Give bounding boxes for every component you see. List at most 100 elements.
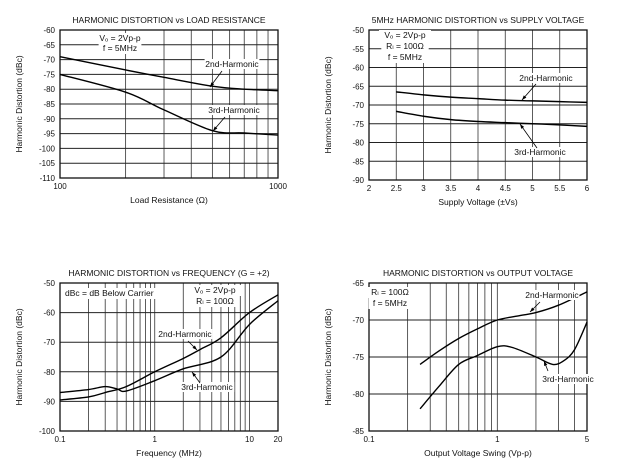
series-label: 2nd-Harmonic: [525, 290, 579, 300]
plot-frame: [368, 282, 588, 432]
note-background: [381, 41, 429, 52]
series-label: 3rd-Harmonic: [514, 147, 566, 157]
y-tick-label: -50: [43, 279, 55, 288]
arrow-head-icon: [213, 126, 218, 131]
x-axis-label: Supply Voltage (±Vs): [438, 197, 517, 207]
arrow-head-icon: [192, 345, 197, 350]
series-label: 3rd-Harmonic: [542, 374, 594, 384]
plot-frame: [59, 29, 279, 179]
note-background: [379, 30, 431, 41]
y-axis-label: Harmonic Distortion (dBc): [323, 56, 333, 153]
arrow-head-icon: [520, 124, 525, 129]
label-background: [157, 329, 213, 339]
y-tick-label: -60: [352, 64, 364, 73]
note-background: [94, 33, 146, 44]
chart-3: -50 -60 -70 -80 -90 -1000.1 1 10 20 HARMONIC DIST…: [14, 268, 283, 458]
y-tick-label: -65: [352, 279, 364, 288]
chart-title: 5MHz HARMONIC DISTORTION vs SUPPLY VOLTA…: [372, 15, 585, 25]
y-tick-label: -100: [39, 427, 56, 436]
chart-title: HARMONIC DISTORTION vs FREQUENCY (G = +2…: [68, 268, 269, 278]
y-tick-label: -85: [352, 427, 364, 436]
plot-frame: [59, 282, 279, 432]
x-axis-label: Load Resistance (Ω): [130, 195, 208, 205]
y-tick-label: -60: [43, 309, 55, 318]
y-tick-label: -75: [352, 120, 364, 129]
condition-note: Rₗ = 100Ω: [196, 296, 234, 306]
y-tick-label: -80: [352, 139, 364, 148]
arrow-line: [519, 123, 538, 149]
y-tick-label: -110: [40, 174, 56, 183]
y-tick-label: -60: [43, 26, 55, 35]
x-tick-label: 0.1: [54, 435, 66, 444]
x-tick-label: 1: [495, 435, 500, 444]
series-line-2nd-harmonic: [59, 55, 279, 92]
y-tick-label: -75: [352, 353, 364, 362]
x-tick-label: 1000: [269, 182, 287, 191]
series-label: 2nd-Harmonic: [205, 59, 259, 69]
y-tick-label: -65: [43, 41, 55, 50]
condition-note: Vₒ = 2Vp-p: [99, 33, 141, 43]
arrow-head-icon: [544, 361, 548, 366]
label-background: [204, 59, 260, 69]
note-background: [368, 298, 412, 309]
note-background: [191, 296, 239, 307]
label-background: [179, 382, 235, 392]
chart-4: -65 -70 -75 -80 -850.1 1 5 HARMONIC DISTORTION …: [323, 268, 596, 458]
x-tick-label: 4: [476, 184, 481, 193]
x-tick-label: 10: [245, 435, 254, 444]
x-tick-label: 5: [585, 435, 590, 444]
x-axis-label: Frequency (MHz): [136, 448, 202, 458]
y-tick-label: -100: [39, 144, 56, 153]
y-tick-label: -55: [352, 45, 364, 54]
x-tick-label: 2: [367, 184, 372, 193]
y-tick-label: -80: [352, 390, 364, 399]
chart-title: HARMONIC DISTORTION vs LOAD RESISTANCE: [72, 15, 265, 25]
x-tick-label: 5: [530, 184, 535, 193]
arrow-head-icon: [192, 372, 197, 377]
series-line-3rd-harmonic: [59, 73, 279, 136]
y-tick-label: -70: [43, 338, 55, 347]
x-tick-label: 20: [274, 435, 283, 444]
x-tick-label: 2.5: [391, 184, 403, 193]
label-background: [206, 105, 262, 115]
y-axis-label: Harmonic Distortion (dBc): [14, 55, 24, 152]
y-tick-label: -95: [43, 130, 55, 139]
y-axis-label: Harmonic Distortion (dBc): [14, 308, 24, 405]
y-tick-label: -65: [352, 82, 364, 91]
label-background: [512, 147, 568, 157]
note-background: [383, 52, 427, 63]
plot-frame: [368, 29, 588, 181]
series-label: 2nd-Harmonic: [519, 73, 573, 83]
condition-note: f = 5MHz: [103, 43, 137, 53]
dbc-definition-note: dBc = dB Below Carrier: [65, 288, 154, 298]
condition-note: Rₗ = 100Ω: [386, 41, 424, 51]
x-tick-label: 1: [153, 435, 158, 444]
condition-note: Vₒ = 2Vp-p: [384, 30, 426, 40]
x-tick-label: 6: [585, 184, 590, 193]
x-tick-label: 4.5: [500, 184, 512, 193]
condition-note: Vₒ = 2Vp-p: [194, 285, 236, 295]
label-background: [524, 290, 580, 300]
x-tick-label: 3.5: [445, 184, 457, 193]
note-background: [366, 287, 414, 298]
y-tick-label: -90: [43, 115, 55, 124]
y-tick-label: -105: [39, 159, 56, 168]
arrow-head-icon: [522, 95, 527, 100]
y-tick-label: -50: [352, 26, 364, 35]
y-tick-label: -80: [43, 368, 55, 377]
series-line-2nd-harmonic: [396, 91, 588, 104]
chart-2: -50 -55 -60 -65 -70 -75 -80 -85 -902 2.5 3 3.5 4 4.5 5…: [323, 15, 590, 207]
x-tick-label: 3: [421, 184, 426, 193]
y-tick-label: -70: [352, 101, 364, 110]
chart-title: HARMONIC DISTORTION vs OUTPUT VOLTAGE: [383, 268, 573, 278]
arrow-head-icon: [210, 82, 215, 87]
condition-note: f = 5MHz: [388, 52, 422, 62]
series-line-3rd-harmonic: [396, 110, 588, 128]
series-line-3rd-harmonic: [419, 321, 588, 410]
label-background: [540, 374, 596, 384]
note-background: [98, 43, 142, 54]
series-line-3rd-harmonic: [59, 300, 279, 394]
arrow-head-icon: [530, 307, 535, 312]
